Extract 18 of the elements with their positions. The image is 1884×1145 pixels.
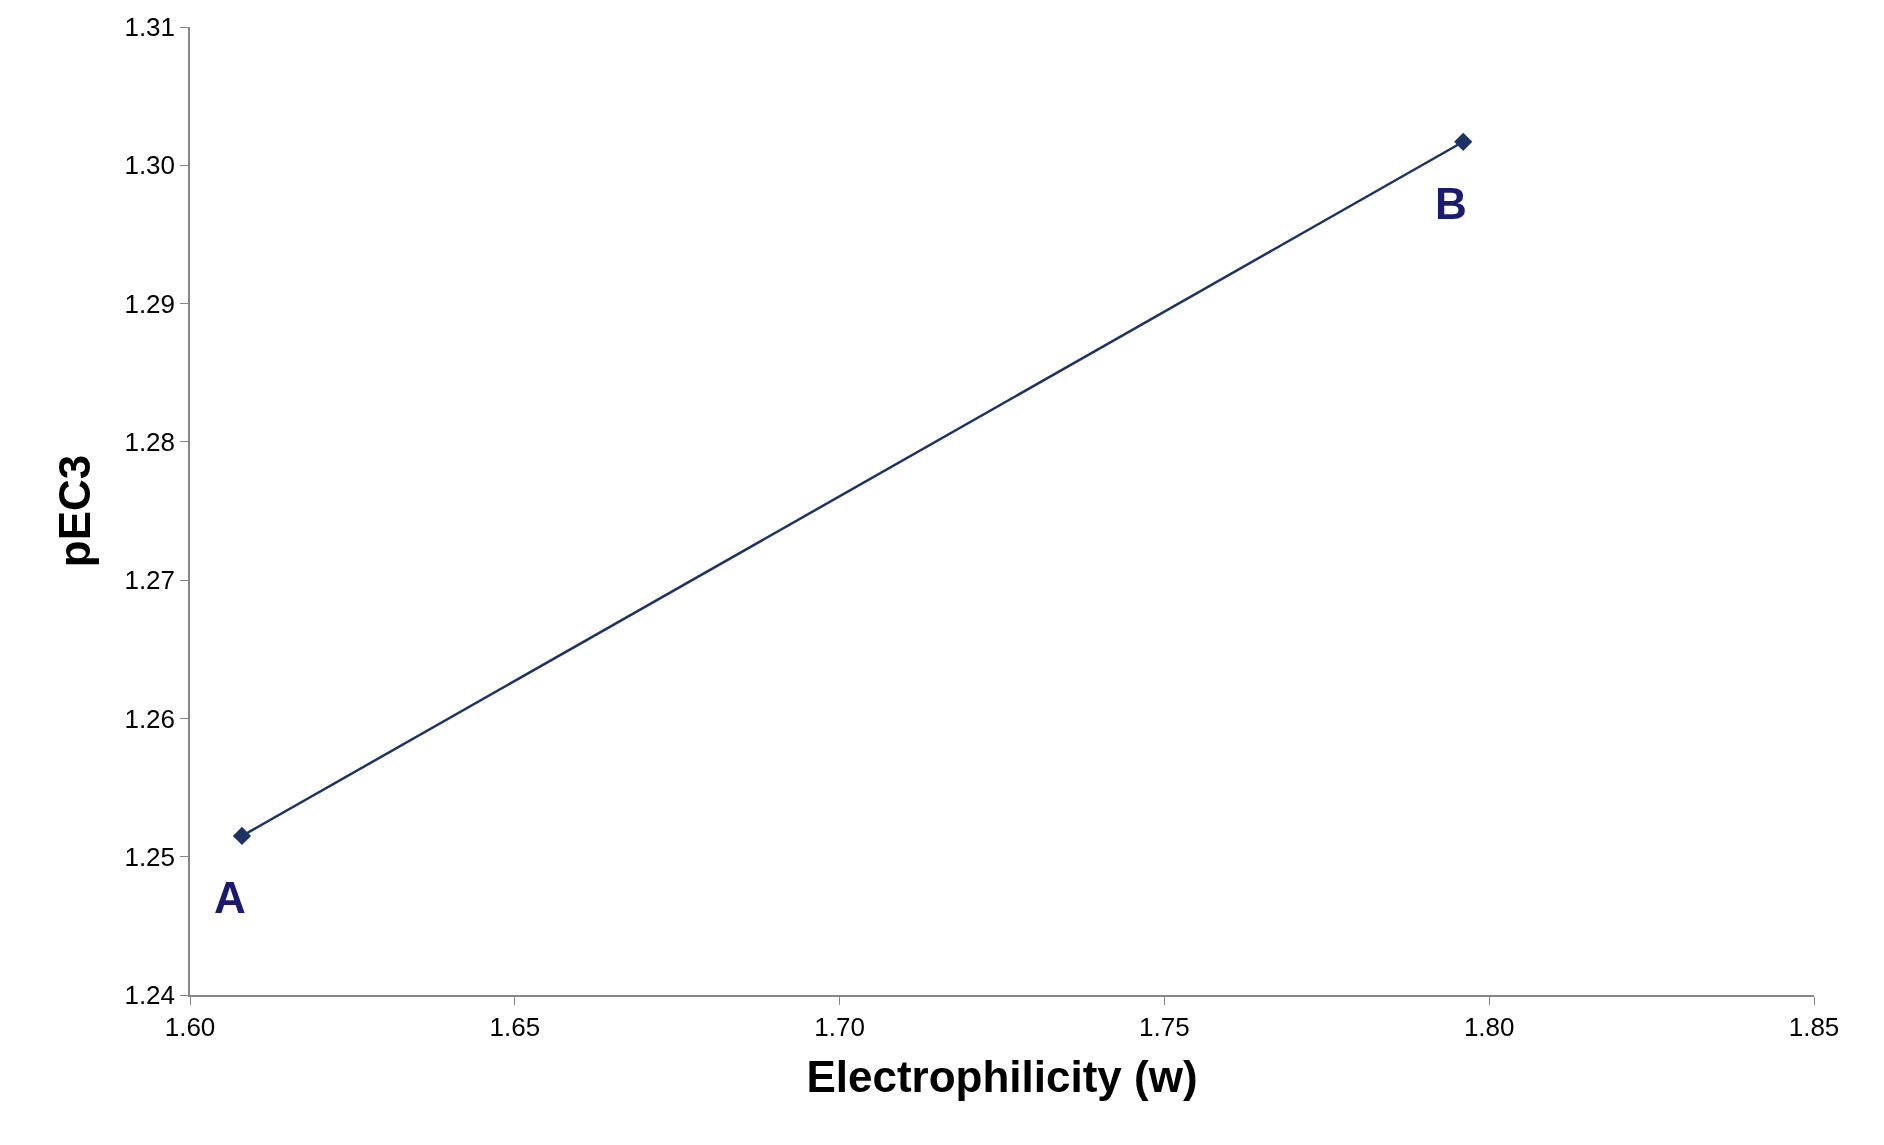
annotation: A: [214, 873, 246, 922]
y-tick-label: 1.26: [124, 703, 176, 734]
y-tick-label: 1.30: [124, 150, 176, 181]
annotation: B: [1435, 179, 1467, 228]
y-tick-label: 1.24: [124, 980, 176, 1011]
x-tick-label: 1.75: [1139, 1011, 1190, 1042]
x-tick-label: 1.70: [814, 1011, 865, 1042]
y-tick-label: 1.28: [124, 426, 176, 457]
x-tick-label: 1.80: [1463, 1011, 1515, 1042]
x-tick-label: 1.60: [164, 1011, 216, 1042]
y-tick-label: 1.25: [124, 841, 176, 872]
x-tick-label: 1.65: [489, 1011, 541, 1042]
y-tick-label: 1.27: [124, 565, 176, 596]
y-tick-label: 1.31: [124, 12, 176, 43]
x-tick-label: 1.85: [1788, 1011, 1840, 1042]
y-axis-title: pEC3: [50, 454, 100, 568]
y-tick-label: 1.29: [124, 288, 176, 319]
x-axis-title: Electrophilicity (w): [806, 1051, 1198, 1101]
